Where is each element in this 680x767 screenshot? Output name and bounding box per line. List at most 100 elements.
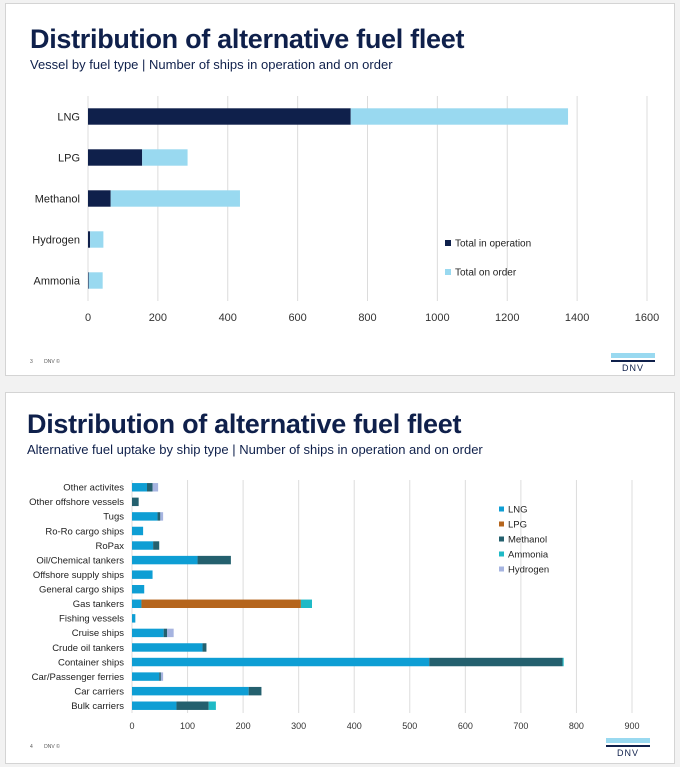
bar-methanol-car-passenger-ferries	[159, 672, 161, 681]
legend-swatch-lng	[499, 506, 504, 512]
x-tick-label: 700	[513, 721, 528, 731]
bar-lng-other-activites	[132, 483, 147, 492]
fuel-type-bar-chart: 0 200 400 600 800 1000 1200 1400 1600 LNG LPG Metha…	[32, 96, 659, 324]
dnv-logo: DNV	[611, 353, 655, 375]
bar-methanol-other-offshore-vessels	[132, 497, 139, 507]
x-tick-label: 800	[358, 312, 376, 324]
bar-lng-car-passenger-ferries	[132, 672, 160, 681]
bar-lng-bulk-carriers	[132, 701, 177, 710]
x-tick-label: 800	[569, 721, 584, 731]
bar-total-in-operation-lng	[88, 108, 351, 125]
dnv-logo: DNV	[606, 738, 650, 760]
bar-methanol-ropax	[153, 541, 160, 550]
x-tick-label: 500	[402, 721, 417, 731]
bar-lng-car-carriers	[132, 686, 249, 696]
bar-lng-ropax	[132, 541, 154, 550]
category-label: Hydrogen	[32, 234, 80, 246]
bar-lng-ro-ro-cargo-ships	[132, 526, 144, 536]
bar-methanol-car-carriers	[248, 686, 262, 696]
category-label: LPG	[58, 152, 80, 164]
legend-swatch-total-on-order	[445, 269, 451, 275]
legend-label-total-in-operation: Total in operation	[455, 239, 531, 250]
bar-ammonia-gas-tankers	[300, 599, 312, 609]
bar-lng-gas-tankers	[132, 599, 142, 609]
bar-lng-crude-oil-tankers	[132, 643, 203, 652]
x-tick-label: 0	[85, 312, 91, 324]
legend-label-methanol: Methanol	[508, 534, 547, 545]
slide-footer: 3 DNV ©	[30, 359, 70, 365]
slide-subtitle: Alternative fuel uptake by ship type | N…	[27, 442, 483, 457]
bar-methanol-container-ships	[429, 657, 563, 667]
bar-methanol-oil-chemical-tankers	[197, 555, 231, 565]
ship-type-bar-chart: 0 100 200 300 400 500 600 700 800 900 Other activi…	[29, 480, 640, 731]
page-number: 3	[30, 359, 33, 365]
slide-title: Distribution of alternative fuel fleet	[27, 409, 462, 439]
bar-total-in-operation-methanol	[88, 190, 111, 207]
category-label: Methanol	[35, 193, 80, 205]
bar-methanol-tugs	[157, 512, 161, 521]
category-label: Car/Passenger ferries	[32, 672, 125, 683]
slide-fuel-type: Distribution of alternative fuel fleet V…	[5, 3, 675, 376]
legend-label-ammonia: Ammonia	[508, 549, 549, 560]
bar-hydrogen-car-passenger-ferries	[160, 672, 164, 681]
bar-lng-general-cargo-ships	[132, 584, 145, 594]
x-tick-label: 600	[458, 721, 473, 731]
slide-ship-type: Distribution of alternative fuel fleet A…	[5, 392, 675, 764]
bar-hydrogen-cruise-ships	[167, 628, 174, 638]
x-tick-label: 1400	[565, 312, 589, 324]
category-label: LNG	[57, 111, 80, 123]
bar-hydrogen-other-activites	[152, 483, 159, 492]
category-label: Car carriers	[74, 686, 124, 697]
bar-ammonia-bulk-carriers	[208, 701, 216, 710]
x-tick-label: 1200	[495, 312, 519, 324]
category-label: Other activites	[63, 483, 124, 494]
x-tick-label: 1600	[635, 312, 659, 324]
bar-total-on-order-lng	[350, 108, 569, 125]
logo-stripe	[611, 353, 655, 358]
logo-line	[606, 745, 650, 747]
category-label: Offshore supply ships	[33, 570, 124, 581]
bar-total-in-operation-lpg	[88, 149, 143, 166]
legend-swatch-hydrogen	[499, 566, 504, 572]
category-label: Tugs	[103, 512, 124, 523]
legend-label-hydrogen: Hydrogen	[508, 564, 549, 575]
x-tick-label: 200	[149, 312, 167, 324]
category-label: General cargo ships	[39, 585, 124, 596]
bar-lng-fishing-vessels	[132, 614, 136, 623]
bar-total-in-operation-hydrogen	[88, 231, 91, 248]
category-label: Container ships	[58, 657, 124, 668]
bar-methanol-other-activites	[147, 483, 153, 492]
logo-line	[611, 360, 655, 362]
legend-swatch-ammonia	[499, 551, 504, 557]
x-tick-label: 0	[129, 721, 134, 731]
slide-title: Distribution of alternative fuel fleet	[30, 24, 465, 54]
legend-swatch-methanol	[499, 536, 504, 542]
category-label: Oil/Chemical tankers	[36, 555, 124, 566]
bar-lpg-gas-tankers	[141, 599, 301, 609]
category-label: Bulk carriers	[71, 701, 124, 712]
bar-total-on-order-ammonia	[88, 272, 103, 289]
category-label: Fishing vessels	[59, 614, 124, 625]
category-label: Cruise ships	[72, 628, 125, 639]
legend-swatch-total-in-operation	[445, 240, 451, 246]
bar-total-on-order-hydrogen	[90, 231, 104, 248]
bar-lng-oil-chemical-tankers	[132, 555, 198, 565]
legend-label-lpg: LPG	[508, 519, 527, 530]
bar-methanol-bulk-carriers	[176, 701, 209, 710]
slide-subtitle: Vessel by fuel type | Number of ships in…	[30, 57, 393, 72]
x-tick-label: 1000	[425, 312, 449, 324]
x-tick-label: 400	[219, 312, 237, 324]
legend-label-total-on-order: Total on order	[455, 268, 517, 279]
x-tick-label: 100	[180, 721, 195, 731]
bar-methanol-cruise-ships	[163, 628, 167, 638]
legend-swatch-lpg	[499, 521, 504, 527]
bar-lng-cruise-ships	[132, 628, 164, 638]
logo-stripe	[606, 738, 650, 743]
x-tick-label: 400	[347, 721, 362, 731]
slide-footer: 4 DNV ©	[30, 744, 70, 750]
page-number: 4	[30, 744, 33, 750]
x-tick-label: 600	[288, 312, 306, 324]
bar-hydrogen-tugs	[160, 512, 164, 521]
bar-total-on-order-lpg	[142, 149, 188, 166]
x-tick-label: 300	[291, 721, 306, 731]
